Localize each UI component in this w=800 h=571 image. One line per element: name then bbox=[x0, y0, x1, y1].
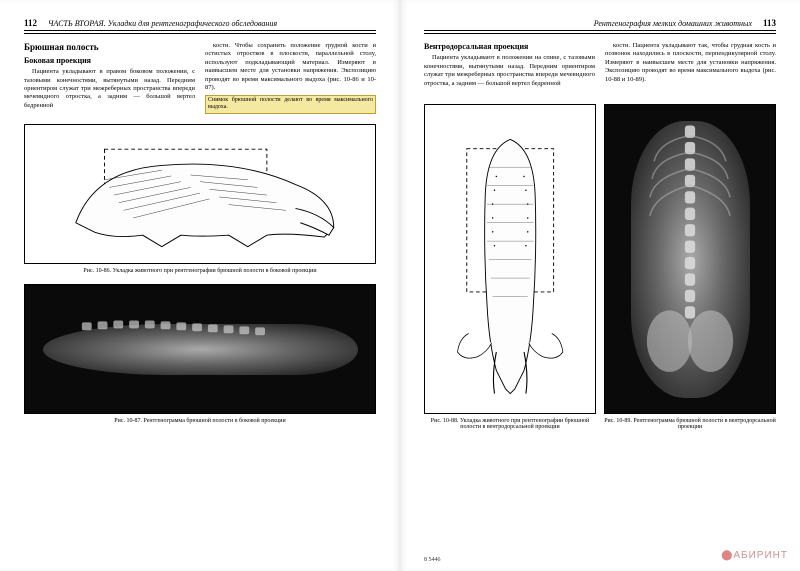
header-rule bbox=[24, 33, 376, 34]
section-title: Брюшная полость bbox=[24, 42, 195, 54]
page-right: 113 Рентгенография мелких домашних живот… bbox=[400, 0, 800, 571]
header-rule-right bbox=[424, 33, 776, 34]
page-number-right: 113 bbox=[752, 18, 776, 28]
figure-row-right: Рис. 10-88. Укладка животного при рентге… bbox=[424, 96, 776, 430]
xray-lateral bbox=[25, 285, 375, 413]
column-2-right: кости. Пациента укладывают так, чтобы гр… bbox=[605, 42, 776, 88]
text-columns-left: Брюшная полость Боковая проекция Пациент… bbox=[24, 42, 376, 116]
body-text-r2: кости. Пациента укладывают так, чтобы гр… bbox=[605, 42, 776, 84]
figure-10-88-wrap: Рис. 10-88. Укладка животного при рентге… bbox=[424, 96, 596, 430]
header-text-right: Рентгенография мелких домашних животных bbox=[424, 19, 752, 28]
caption-10-88: Рис. 10-88. Укладка животного при рентге… bbox=[424, 418, 596, 430]
page-left: 112 ЧАСТЬ ВТОРАЯ. Укладки для рентгеногр… bbox=[0, 0, 400, 571]
figure-10-87 bbox=[24, 284, 376, 414]
column-2: кости. Чтобы сохранить положение грудной… bbox=[205, 42, 376, 116]
xray-vd bbox=[605, 105, 775, 413]
header-text-left: ЧАСТЬ ВТОРАЯ. Укладки для рентгенографич… bbox=[48, 19, 376, 28]
illustration-lateral-dog bbox=[39, 132, 361, 256]
text-columns-right: Вентродорсальная проекция Пациента уклад… bbox=[424, 42, 776, 88]
column-1: Брюшная полость Боковая проекция Пациент… bbox=[24, 42, 195, 116]
body-text-l1: Пациента укладывают в правом боковом пол… bbox=[24, 68, 195, 110]
figure-10-89-wrap: Рис. 10-89. Рентгенограмма брюшной полос… bbox=[604, 96, 776, 430]
header-row-right: 113 Рентгенография мелких домашних живот… bbox=[424, 18, 776, 31]
caption-10-86: Рис. 10-86. Укладка животного при рентге… bbox=[24, 268, 376, 274]
figure-10-89 bbox=[604, 104, 776, 414]
page-number-left: 112 bbox=[24, 18, 48, 28]
figure-10-86 bbox=[24, 124, 376, 264]
caption-10-87: Рис. 10-87. Рентгенограмма брюшной полос… bbox=[24, 418, 376, 424]
header-row-left: 112 ЧАСТЬ ВТОРАЯ. Укладки для рентгеногр… bbox=[24, 18, 376, 31]
body-text-r1: Пациента укладывают в положении на спине… bbox=[424, 54, 595, 88]
footer-signature: 8 5446 bbox=[424, 557, 441, 563]
sub-title-left: Боковая проекция bbox=[24, 56, 195, 66]
body-text-l2: кости. Чтобы сохранить положение грудной… bbox=[205, 42, 376, 93]
watermark-text: АБИРИНТ bbox=[733, 550, 788, 561]
watermark-dot-icon: ⬤ bbox=[721, 550, 733, 561]
highlight-note: Снимок брюшной полости делают во время м… bbox=[205, 95, 376, 115]
watermark: ⬤АБИРИНТ bbox=[721, 550, 788, 561]
column-1-right: Вентродорсальная проекция Пациента уклад… bbox=[424, 42, 595, 88]
sub-title-right: Вентродорсальная проекция bbox=[424, 42, 595, 52]
figure-10-88 bbox=[424, 104, 596, 414]
illustration-vd-dog bbox=[432, 121, 588, 398]
caption-10-89: Рис. 10-89. Рентгенограмма брюшной полос… bbox=[604, 418, 776, 430]
